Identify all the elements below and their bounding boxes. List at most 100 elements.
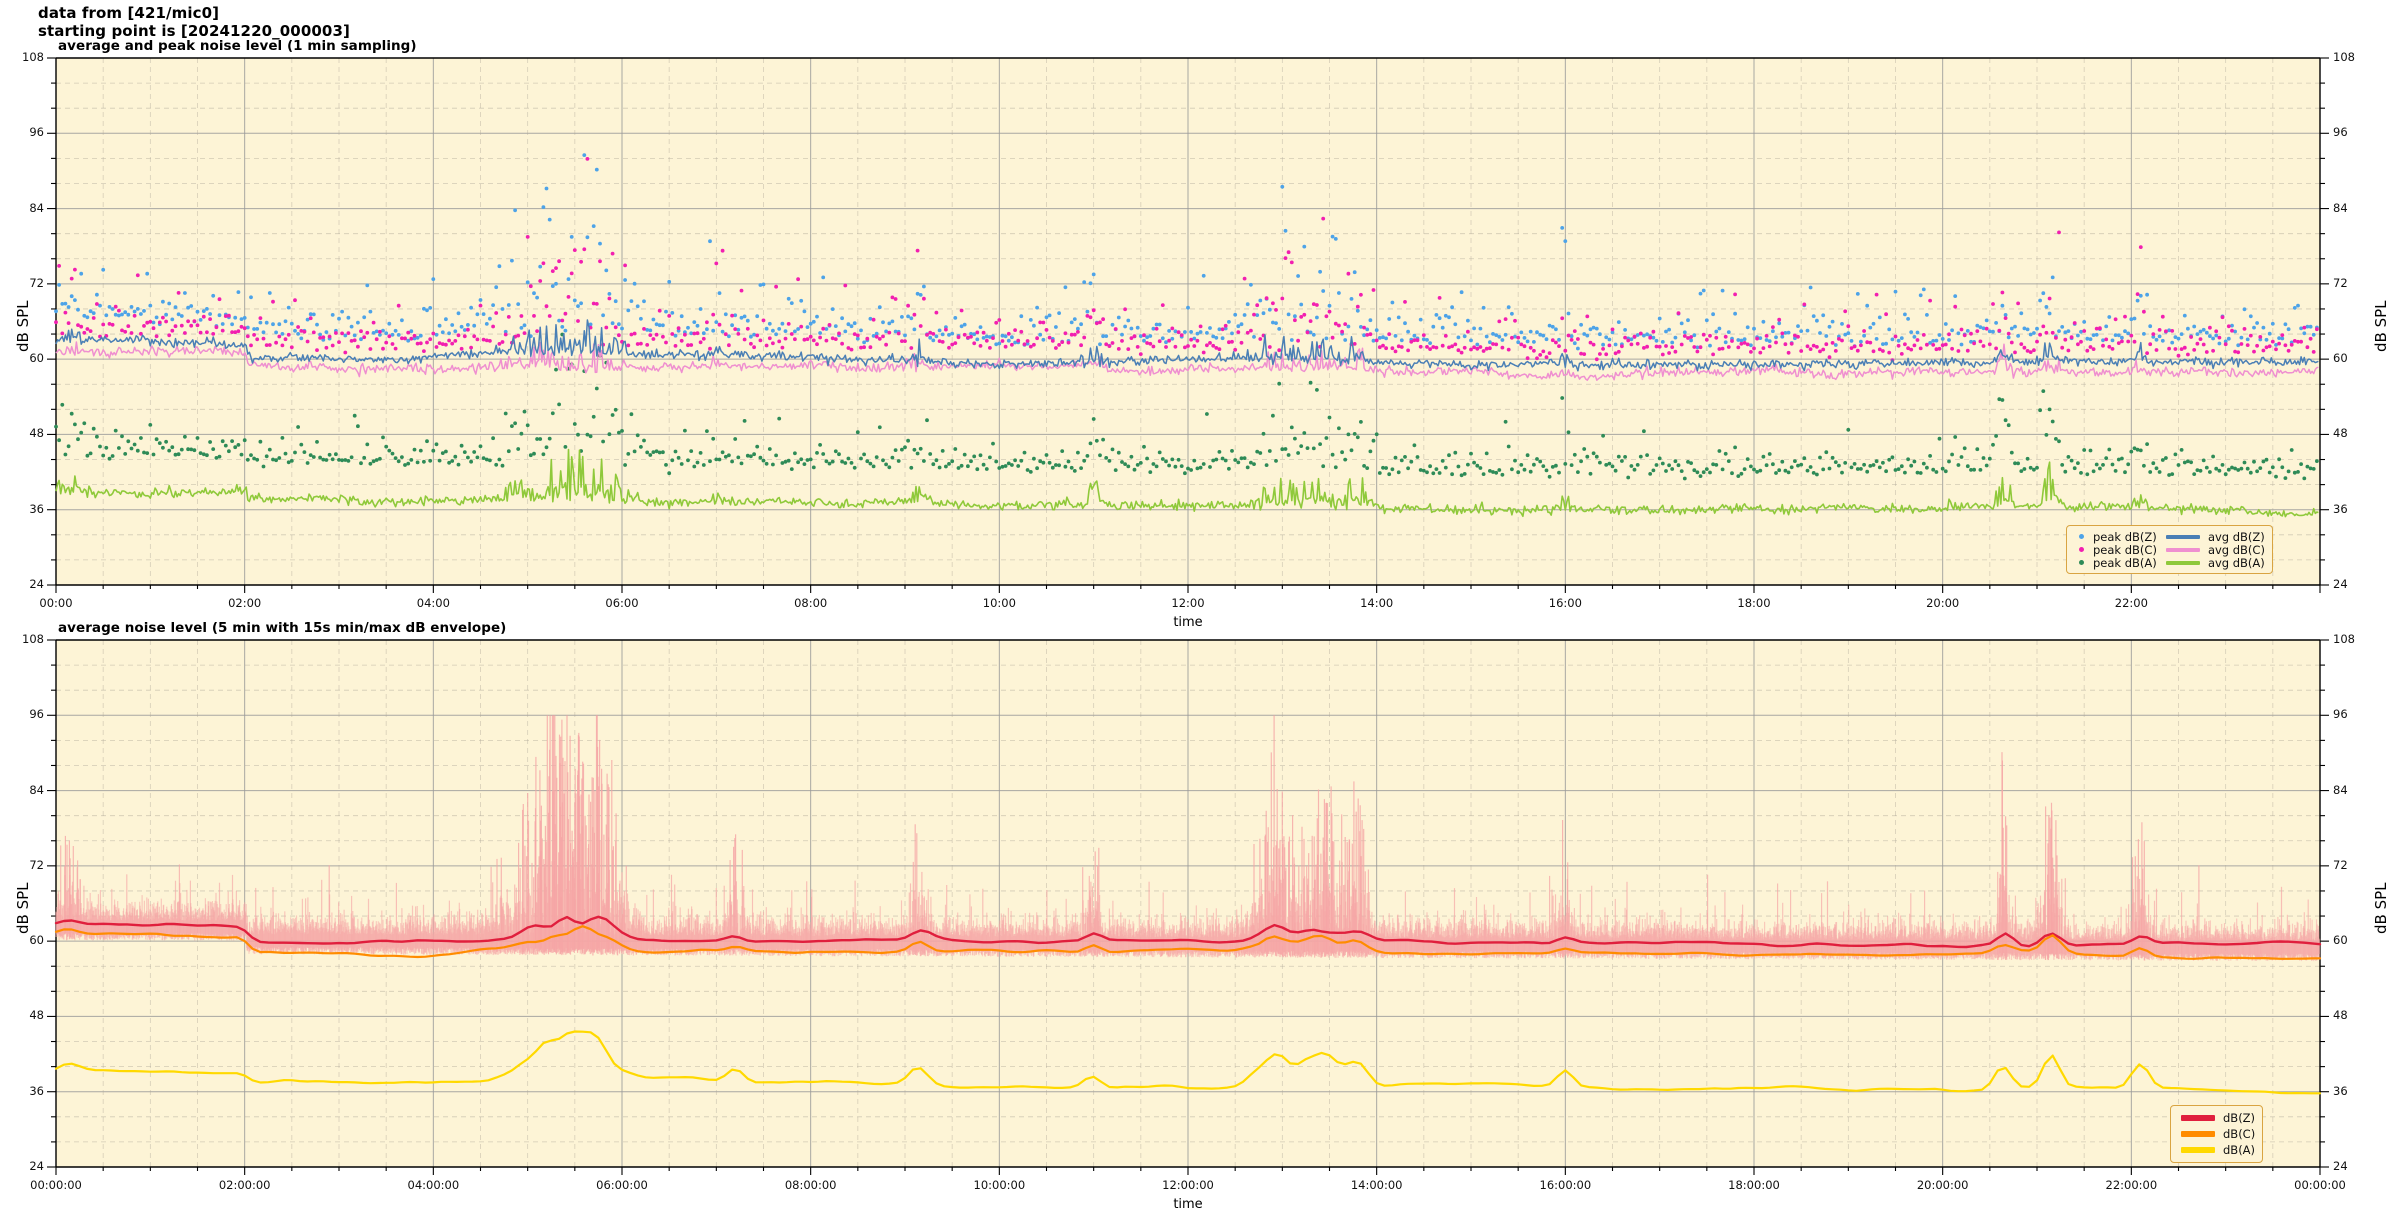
x-tick-label: 00:00:00: [30, 1178, 82, 1192]
x-tick-label: 22:00:00: [2105, 1178, 2158, 1192]
x-tick-label: 14:00:00: [1350, 1178, 1403, 1192]
x-tick-label: 20:00: [1926, 596, 1960, 610]
x-tick-label: 18:00: [1737, 596, 1771, 610]
y-tick-label: 96: [29, 125, 44, 140]
legend-item[interactable]: dB(Z): [2178, 1110, 2255, 1126]
legend-item[interactable]: dB(A): [2178, 1142, 2255, 1158]
legend-line-icon: [2181, 1131, 2215, 1137]
legend-label: dB(A): [2223, 1143, 2256, 1157]
chart-panel-1: average and peak noise level (1 min samp…: [0, 36, 2400, 630]
y-tick-label: 84: [29, 782, 44, 797]
minmax-envelope-layer: [55, 715, 2321, 962]
x-tick-label: 12:00:00: [1162, 1178, 1214, 1192]
y-tick-label: 60: [2333, 933, 2348, 948]
legend-label: peak dB(Z): [2093, 529, 2157, 544]
y-tick-label: 84: [2333, 782, 2348, 797]
legend-label: avg dB(A): [2207, 555, 2265, 570]
y-tick-label: 96: [2333, 125, 2348, 140]
legend-label: dB(Z): [2223, 1111, 2256, 1125]
peak-scatter-layer: [54, 153, 2319, 481]
axes: [47, 639, 2329, 1175]
y-tick-label: 96: [29, 707, 44, 722]
legend-label: avg dB(Z): [2207, 529, 2265, 544]
scatter-series-peakdBA: [54, 332, 2319, 481]
y-tick-label: 48: [2333, 426, 2348, 441]
y-axis-label-left: dB SPL: [14, 881, 32, 934]
legend-dot-icon: [2077, 532, 2086, 541]
x-tick-label: 22:00: [2114, 596, 2148, 610]
x-tick-label: 02:00: [228, 596, 262, 610]
scatter-series-peakdBC: [54, 157, 2319, 363]
legend-item-avg[interactable]: avg dB(Z): [2157, 529, 2265, 544]
y-tick-label: 72: [29, 275, 44, 290]
data-source-line: data from [421/mic0]: [38, 4, 220, 22]
legend-item-peak[interactable]: peak dB(Z): [2074, 529, 2157, 544]
y-tick-label: 72: [2333, 275, 2348, 290]
chart-1-x-axis-label: time: [1173, 615, 1203, 630]
legend-item[interactable]: dB(C): [2178, 1126, 2255, 1142]
legend-item-avg[interactable]: avg dB(A): [2157, 555, 2265, 570]
y-tick-label: 24: [29, 1159, 44, 1173]
line-dBC: [54, 925, 2322, 960]
noise-report-page: data from [421/mic0] starting point is […: [0, 4, 2400, 1212]
x-tick-label: 04:00: [416, 596, 450, 610]
y-tick-label: 36: [2333, 1083, 2348, 1098]
chart-panel-2: average noise level (5 min with 15s min/…: [0, 618, 2400, 1212]
x-tick-label: 16:00: [1548, 596, 1582, 610]
legend-dot-icon: [2077, 545, 2086, 554]
legend-label: peak dB(A): [2093, 555, 2157, 570]
x-tick-label: 16:00:00: [1539, 1178, 1592, 1192]
legend-item-peak[interactable]: peak dB(A): [2074, 555, 2157, 570]
chart-2-x-axis-label: time: [1173, 1197, 1203, 1212]
y-tick-label: 60: [29, 351, 44, 366]
chart-2-canvas: [47, 639, 2329, 1175]
y-tick-label: 24: [2333, 1159, 2348, 1173]
x-tick-label: 18:00:00: [1728, 1178, 1780, 1192]
legend-line-icon: [2181, 1147, 2215, 1153]
chart-1-legend[interactable]: peak dB(Z) peak dB(C) peak dB(A) avg dB(Z) a…: [2066, 525, 2273, 574]
x-tick-label: 02:00:00: [218, 1178, 271, 1192]
legend-label: peak dB(C): [2093, 542, 2157, 557]
legend-dot-icon: [2077, 558, 2086, 567]
y-tick-label: 36: [29, 501, 44, 516]
y-tick-label: 36: [29, 1083, 44, 1098]
y-axis-label-left: dB SPL: [14, 299, 32, 352]
y-tick-label: 84: [2333, 200, 2348, 215]
y-tick-label: 108: [22, 632, 44, 646]
line-avgdBA: [55, 448, 2319, 518]
y-tick-label: 108: [2333, 632, 2355, 646]
legend-label: avg dB(C): [2207, 542, 2265, 557]
chart-1-title: average and peak noise level (1 min samp…: [58, 38, 417, 54]
y-tick-label: 108: [2333, 50, 2355, 64]
y-tick-label: 60: [29, 933, 44, 948]
legend-item-peak[interactable]: peak dB(C): [2074, 542, 2157, 557]
y-tick-label: 48: [29, 426, 44, 441]
x-tick-label: 08:00: [794, 596, 828, 610]
chart-1-canvas: [47, 57, 2329, 593]
y-tick-label: 36: [2333, 501, 2348, 516]
average-lines-layer: [55, 319, 2319, 518]
y-tick-label: 108: [22, 50, 44, 64]
y-tick-label: 48: [2333, 1008, 2348, 1023]
x-tick-label: 14:00: [1360, 596, 1394, 610]
average-lines-layer: [54, 915, 2322, 1095]
x-tick-label: 06:00:00: [596, 1178, 648, 1192]
legend-line-icon: [2165, 560, 2200, 565]
legend-line-icon: [2181, 1115, 2215, 1121]
x-tick-label: 20:00:00: [1916, 1178, 1969, 1192]
chart-2-legend[interactable]: dB(Z) dB(C) dB(A): [2170, 1105, 2264, 1163]
x-tick-label: 06:00: [605, 596, 639, 610]
y-axis-label-right: dB SPL: [2372, 299, 2390, 352]
report-header: data from [421/mic0] starting point is […: [38, 4, 350, 40]
y-tick-label: 96: [2333, 707, 2348, 722]
y-tick-label: 72: [2333, 857, 2348, 872]
x-tick-label: 10:00:00: [973, 1178, 1026, 1192]
y-tick-label: 84: [29, 200, 44, 215]
legend-line-icon: [2165, 534, 2200, 539]
x-tick-label: 10:00: [982, 596, 1016, 610]
y-tick-label: 24: [29, 577, 44, 591]
y-tick-label: 48: [29, 1008, 44, 1023]
y-axis-label-right: dB SPL: [2372, 881, 2390, 934]
legend-item-avg[interactable]: avg dB(C): [2157, 542, 2265, 557]
line-dBZ: [54, 915, 2322, 949]
